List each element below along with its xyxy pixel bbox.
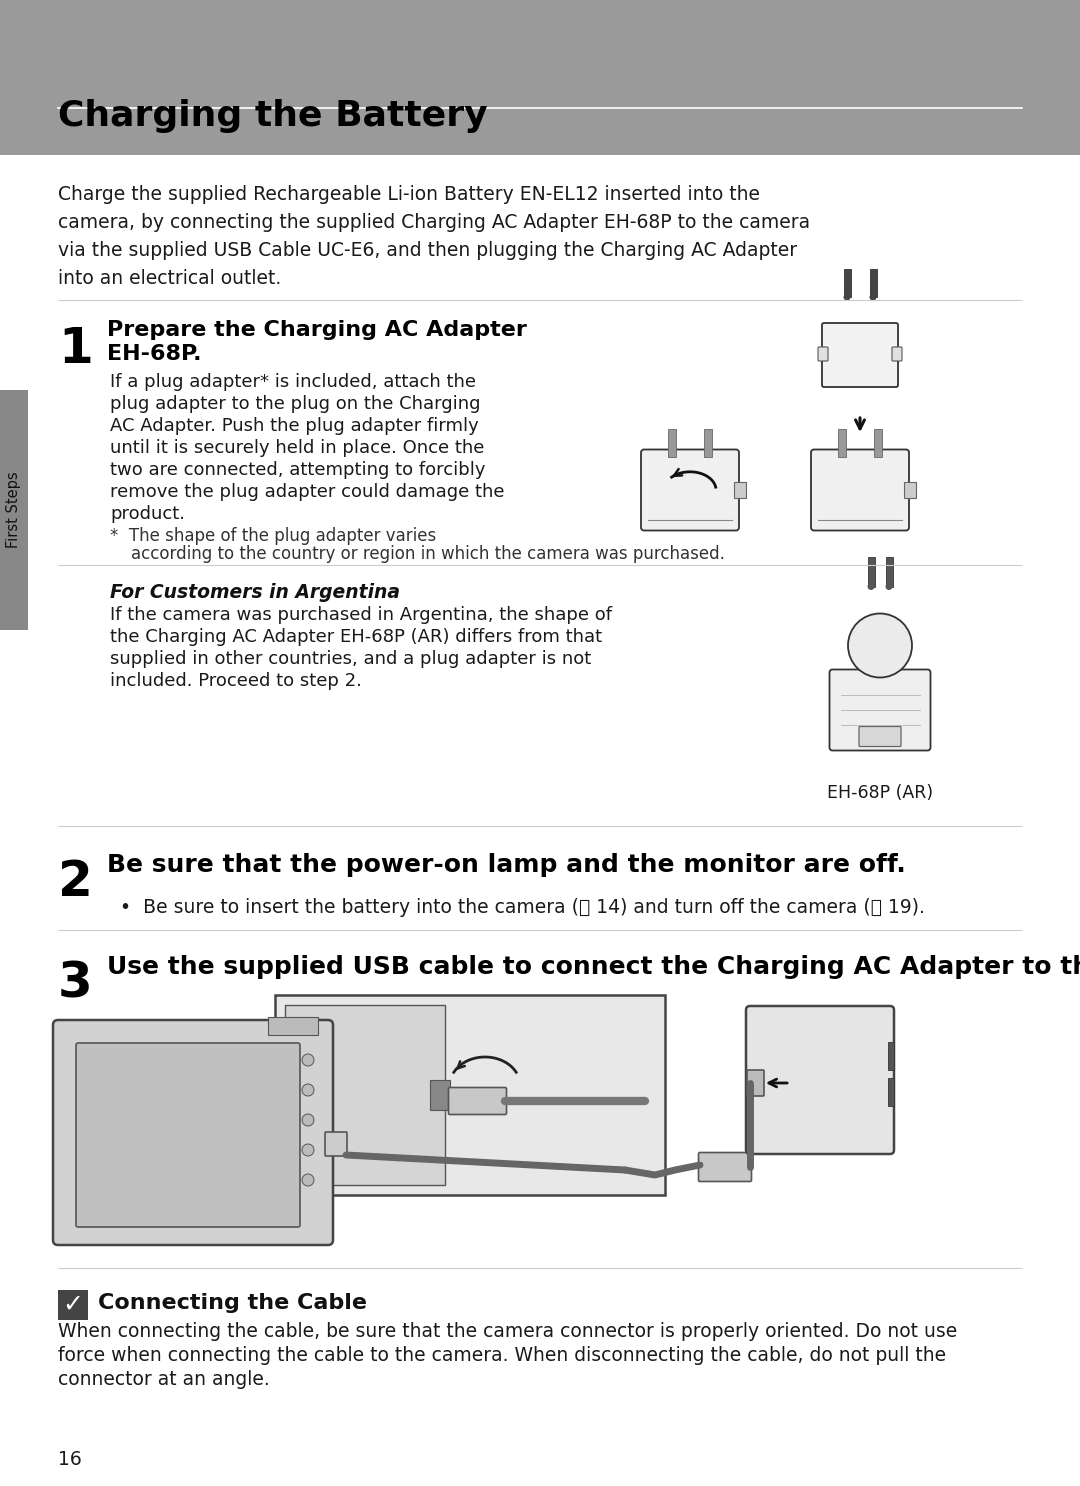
FancyBboxPatch shape [76,1043,300,1227]
Text: Be sure that the power-on lamp and the monitor are off.: Be sure that the power-on lamp and the m… [107,853,906,877]
Circle shape [302,1174,314,1186]
Text: via the supplied USB Cable UC-E6, and then plugging the Charging AC Adapter: via the supplied USB Cable UC-E6, and th… [58,241,797,260]
FancyBboxPatch shape [811,449,909,531]
Text: Charging the Battery: Charging the Battery [58,100,488,134]
Circle shape [886,583,892,590]
FancyBboxPatch shape [829,670,931,750]
Text: camera, by connecting the supplied Charging AC Adapter EH-68P to the camera: camera, by connecting the supplied Charg… [58,212,810,232]
Text: When connecting the cable, be sure that the camera connector is properly oriente: When connecting the cable, be sure that … [58,1323,957,1340]
FancyBboxPatch shape [818,348,828,361]
Text: the Charging AC Adapter EH-68P (AR) differs from that: the Charging AC Adapter EH-68P (AR) diff… [110,629,603,646]
Circle shape [869,294,877,300]
Text: 2: 2 [58,857,93,906]
Text: For Customers in Argentina: For Customers in Argentina [110,583,400,602]
Text: 1: 1 [58,325,93,373]
Text: If a plug adapter* is included, attach the: If a plug adapter* is included, attach t… [110,373,476,391]
Text: •  Be sure to insert the battery into the camera (⧄ 14) and turn off the camera : • Be sure to insert the battery into the… [120,898,924,917]
Bar [874,428,882,456]
Text: Use the supplied USB cable to connect the Charging AC Adapter to the camera.: Use the supplied USB cable to connect th… [107,955,1080,979]
Bar [888,1077,894,1106]
Bar [268,1016,318,1036]
Text: Prepare the Charging AC Adapter: Prepare the Charging AC Adapter [107,319,527,340]
Bar [734,481,746,498]
FancyBboxPatch shape [275,996,665,1195]
FancyBboxPatch shape [642,449,739,531]
Text: product.: product. [110,505,185,523]
Text: remove the plug adapter could damage the: remove the plug adapter could damage the [110,483,504,501]
Text: force when connecting the cable to the camera. When disconnecting the cable, do : force when connecting the cable to the c… [58,1346,946,1366]
Text: included. Proceed to step 2.: included. Proceed to step 2. [110,672,362,690]
Text: If the camera was purchased in Argentina, the shape of: If the camera was purchased in Argentina… [110,606,612,624]
Bar [669,428,676,456]
Circle shape [302,1144,314,1156]
Text: connector at an angle.: connector at an angle. [58,1370,270,1389]
Text: ✓: ✓ [63,1293,83,1317]
FancyBboxPatch shape [325,1132,347,1156]
Bar [285,1005,445,1184]
Bar [704,428,712,456]
Bar [886,556,892,587]
Text: Charge the supplied Rechargeable Li-ion Battery EN-EL12 inserted into the: Charge the supplied Rechargeable Li-ion … [58,184,760,204]
Circle shape [843,294,851,300]
FancyBboxPatch shape [53,1019,333,1245]
FancyBboxPatch shape [892,348,902,361]
Text: AC Adapter. Push the plug adapter firmly: AC Adapter. Push the plug adapter firmly [110,418,478,435]
Text: First Steps: First Steps [6,471,22,548]
Text: supplied in other countries, and a plug adapter is not: supplied in other countries, and a plug … [110,649,591,669]
Circle shape [302,1054,314,1065]
FancyBboxPatch shape [822,322,897,386]
Circle shape [302,1083,314,1097]
FancyBboxPatch shape [747,1070,764,1097]
Text: EH-68P.: EH-68P. [107,343,202,364]
Text: into an electrical outlet.: into an electrical outlet. [58,269,281,288]
Text: EH-68P (AR): EH-68P (AR) [827,785,933,802]
Circle shape [302,1114,314,1126]
Bar [869,269,877,297]
Text: 16: 16 [58,1450,82,1470]
Bar [904,481,916,498]
Text: *  The shape of the plug adapter varies: * The shape of the plug adapter varies [110,528,436,545]
Text: Connecting the Cable: Connecting the Cable [98,1293,367,1314]
Text: 3: 3 [58,960,93,1008]
Bar [0,389,28,630]
Text: until it is securely held in place. Once the: until it is securely held in place. Once… [110,438,484,458]
Bar [867,556,875,587]
Bar [0,0,1080,155]
FancyBboxPatch shape [746,1006,894,1155]
Bar [58,1290,87,1320]
FancyBboxPatch shape [699,1153,752,1181]
FancyBboxPatch shape [448,1088,507,1114]
Text: plug adapter to the plug on the Charging: plug adapter to the plug on the Charging [110,395,481,413]
Circle shape [867,583,875,590]
Bar [888,1042,894,1070]
Bar [838,428,846,456]
Text: according to the country or region in which the camera was purchased.: according to the country or region in wh… [110,545,725,563]
Circle shape [848,614,912,678]
FancyBboxPatch shape [859,727,901,746]
Bar [430,1080,450,1110]
Bar [843,269,851,297]
Text: two are connected, attempting to forcibly: two are connected, attempting to forcibl… [110,461,486,478]
